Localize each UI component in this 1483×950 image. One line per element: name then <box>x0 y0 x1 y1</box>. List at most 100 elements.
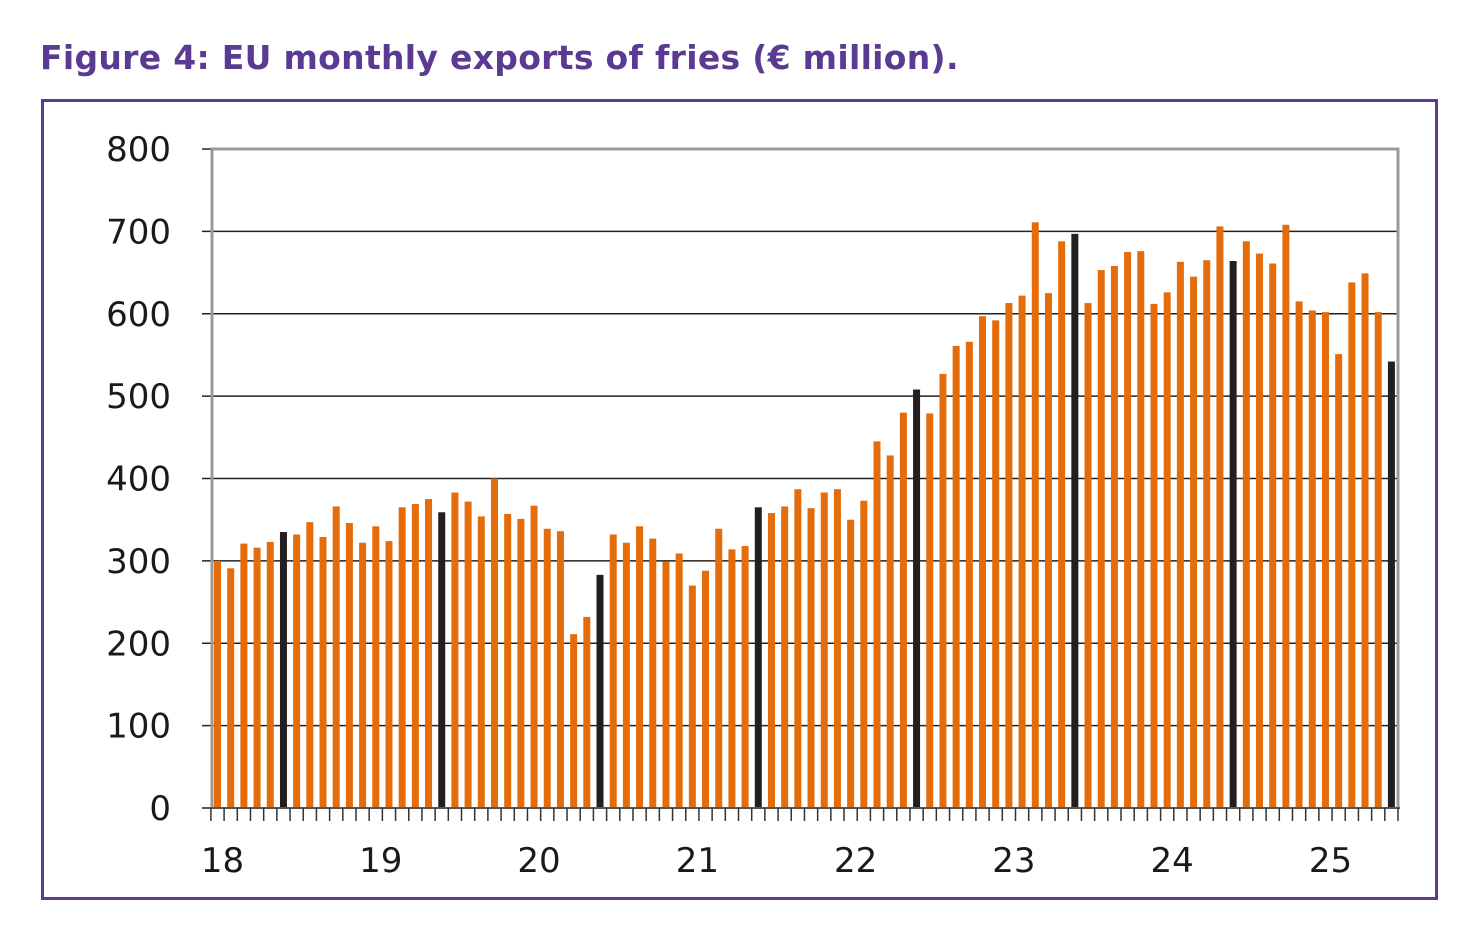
bar-2020-03 <box>556 531 564 808</box>
y-tick-label-400: 400 <box>106 460 171 500</box>
bar-2024-12 <box>1308 310 1316 808</box>
bar-2021-08 <box>781 506 789 808</box>
bar-2020-10 <box>649 538 657 808</box>
bar-2020-09 <box>636 526 644 808</box>
bar-2023-03 <box>1031 222 1039 808</box>
bar-2018-11 <box>345 522 353 808</box>
bar-2019-01 <box>372 526 380 808</box>
x-tick-label-19: 19 <box>359 841 402 881</box>
bar-2023-06 <box>1071 233 1079 809</box>
bar-2019-08 <box>464 501 472 808</box>
bar-2018-03 <box>240 543 248 808</box>
bar-2021-07 <box>767 513 775 808</box>
bar-2024-10 <box>1282 224 1290 808</box>
bar-2018-10 <box>332 506 340 808</box>
bar-2023-12 <box>1150 303 1158 808</box>
y-tick-label-600: 600 <box>106 295 171 335</box>
bar-2024-05 <box>1216 226 1224 808</box>
bar-2023-08 <box>1097 270 1105 809</box>
bar-2021-11 <box>820 492 828 808</box>
bar-2022-03 <box>873 441 881 808</box>
bar-2024-03 <box>1190 276 1198 808</box>
bar-2020-12 <box>675 553 683 808</box>
x-tick-label-25: 25 <box>1309 841 1352 881</box>
bar-2018-01 <box>214 560 221 809</box>
bar-2023-09 <box>1110 265 1118 809</box>
bar-2025-01 <box>1321 312 1329 808</box>
bar-2019-07 <box>451 492 459 808</box>
y-tick-label-0: 0 <box>149 789 171 829</box>
bar-2020-08 <box>622 542 630 808</box>
bar-2022-12 <box>992 320 1000 808</box>
bar-2023-11 <box>1137 251 1145 808</box>
bar-2020-02 <box>543 528 551 808</box>
bar-2020-06 <box>596 574 604 808</box>
y-tick-label-800: 800 <box>106 130 171 170</box>
y-tick-label-300: 300 <box>106 542 171 582</box>
bar-2025-06 <box>1387 361 1395 808</box>
bars <box>214 222 1395 809</box>
bar-2025-04 <box>1361 273 1369 808</box>
bar-2023-04 <box>1044 293 1052 808</box>
bar-2018-07 <box>293 534 301 808</box>
bar-2021-05 <box>741 546 749 808</box>
gridlines <box>212 230 1398 727</box>
bar-2020-01 <box>530 505 538 808</box>
bar-2022-05 <box>899 412 907 808</box>
bar-2021-06 <box>754 507 762 808</box>
bar-2022-01 <box>847 519 855 808</box>
bar-2021-03 <box>715 528 723 808</box>
bar-2022-07 <box>926 413 934 808</box>
bar-2020-07 <box>609 534 617 808</box>
bar-2018-02 <box>227 568 235 808</box>
bar-2022-02 <box>860 500 868 808</box>
bar-2019-04 <box>411 504 419 808</box>
bar-2025-02 <box>1335 354 1343 808</box>
bar-2024-02 <box>1176 261 1184 809</box>
x-tick-label-20: 20 <box>517 841 560 881</box>
bar-2022-10 <box>965 341 973 808</box>
bar-2019-10 <box>490 478 498 808</box>
y-tick-labels: 0 100 200 300 400 500 600 700 800 <box>106 130 171 829</box>
y-tick-label-200: 200 <box>106 624 171 664</box>
bar-2020-04 <box>570 634 578 808</box>
bar-2019-02 <box>385 541 393 808</box>
bar-2022-11 <box>979 316 987 808</box>
bar-2019-03 <box>398 507 406 808</box>
x-tick-label-23: 23 <box>992 841 1035 881</box>
figure-frame <box>41 99 1438 900</box>
bar-2021-02 <box>702 570 710 808</box>
figure-title: Figure 4: EU monthly exports of fries (€… <box>40 38 959 77</box>
bar-2020-11 <box>662 561 670 808</box>
axes <box>202 147 1400 821</box>
bar-2019-11 <box>504 513 512 808</box>
bar-2025-05 <box>1374 312 1382 808</box>
bar-2023-05 <box>1058 241 1066 808</box>
bar-2024-01 <box>1163 292 1171 809</box>
x-tick-label-18: 18 <box>201 841 244 881</box>
bar-2023-02 <box>1018 295 1026 808</box>
x-tick-labels: 18 19 20 21 22 23 24 25 <box>201 841 1352 881</box>
bar-2018-04 <box>253 547 261 808</box>
bar-2018-05 <box>266 541 274 808</box>
bar-2024-06 <box>1229 261 1237 808</box>
bar-2019-12 <box>517 518 525 808</box>
bar-2022-06 <box>913 389 921 808</box>
y-tick-label-700: 700 <box>106 212 171 252</box>
bar-2022-04 <box>886 455 894 808</box>
bar-2023-01 <box>1005 303 1013 808</box>
x-tick-label-24: 24 <box>1151 841 1194 881</box>
bar-2019-05 <box>425 499 433 808</box>
plot-border <box>210 147 1400 808</box>
bar-2024-11 <box>1295 301 1303 808</box>
bar-2021-04 <box>728 549 736 808</box>
x-tick-label-22: 22 <box>834 841 877 881</box>
bar-2019-06 <box>438 512 446 808</box>
bar-2022-09 <box>952 345 960 808</box>
bar-2021-12 <box>833 489 841 808</box>
bar-2024-09 <box>1269 263 1277 808</box>
bar-2024-07 <box>1242 241 1250 808</box>
bar-2025-03 <box>1348 282 1356 808</box>
bar-2018-06 <box>279 532 287 808</box>
